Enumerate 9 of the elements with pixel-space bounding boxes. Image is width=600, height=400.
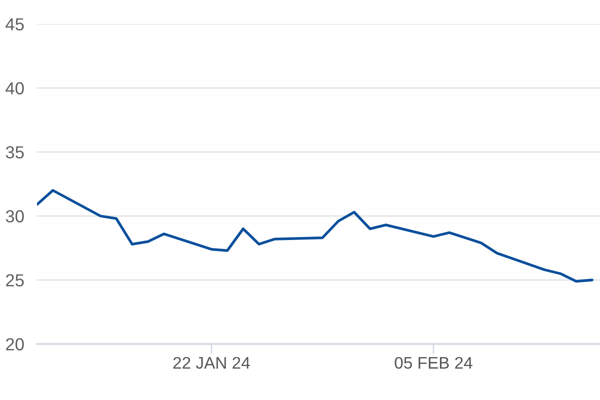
y-tick-label: 25: [6, 274, 24, 286]
line-series: [37, 189, 594, 283]
y-tick-label: 40: [6, 82, 24, 94]
x-tick-label: 05 FEB 24: [394, 356, 472, 369]
y-tick-label: 45: [6, 18, 24, 30]
y-tick-label: 20: [6, 338, 24, 350]
x-tick-label: 22 JAN 24: [173, 356, 250, 369]
y-tick-label: 35: [6, 146, 24, 158]
y-tick-label: 30: [6, 210, 24, 222]
